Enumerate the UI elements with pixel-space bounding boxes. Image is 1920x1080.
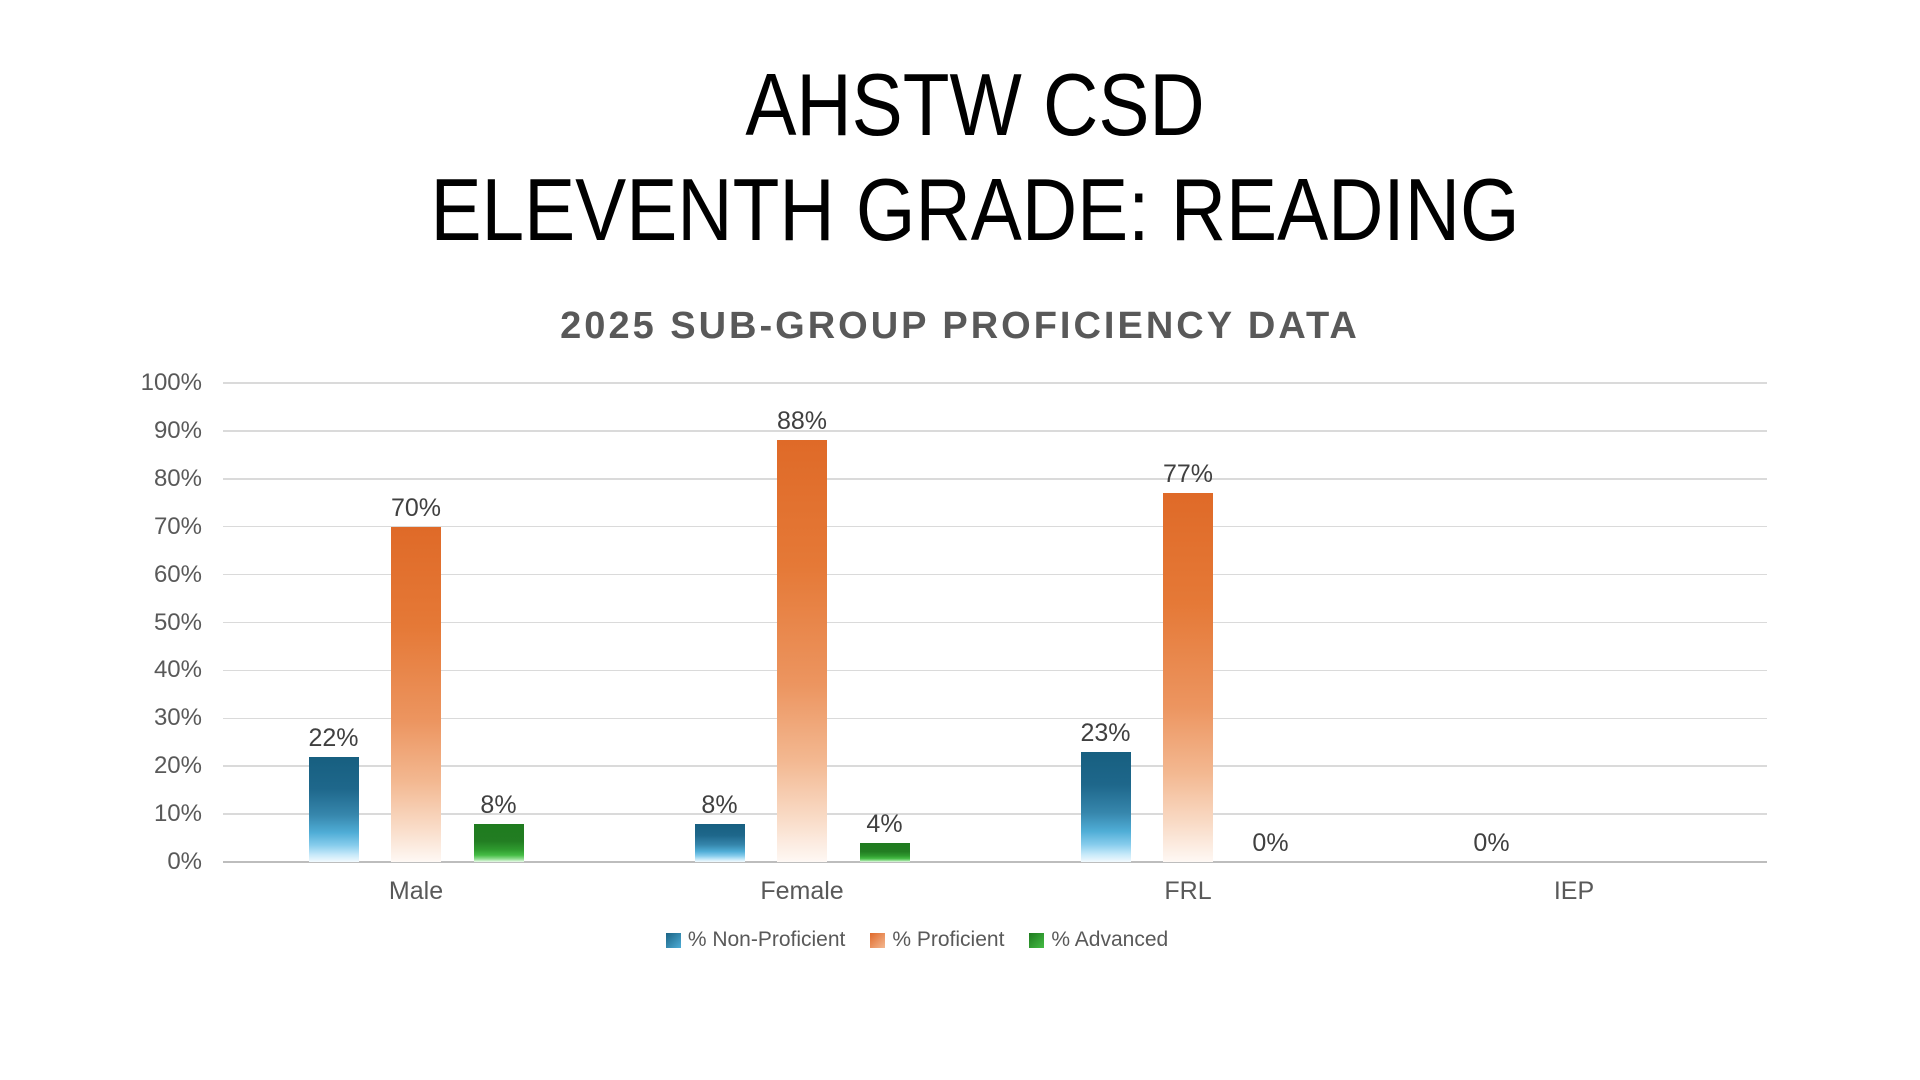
y-axis-tick-label: 70% <box>153 512 202 540</box>
y-axis-tick-label: 0% <box>167 848 202 875</box>
x-axis-line <box>223 861 1767 863</box>
y-axis-tick-label: 10% <box>153 800 202 828</box>
bar-frl-proficient <box>1163 493 1213 862</box>
gridline <box>223 621 1767 624</box>
slide-title-line-2: ELEVENTH GRADE: READING <box>430 160 1520 259</box>
chart-title: 2025 SUB-GROUP PROFICIENCY DATA <box>560 305 1360 347</box>
gridline <box>223 573 1767 576</box>
value-label-female-advanced: 4% <box>866 809 903 838</box>
gridline <box>223 717 1767 720</box>
bar-frl-non-proficient <box>1080 751 1131 862</box>
gridline <box>223 382 1767 384</box>
legend-swatch-advanced <box>1029 932 1045 948</box>
bar-female-proficient <box>777 440 827 862</box>
bar-male-proficient <box>391 526 441 862</box>
legend-item-advanced: % Advanced <box>1029 926 1168 954</box>
y-axis-tick-label: 40% <box>153 656 202 684</box>
y-axis-tick-label: 60% <box>153 560 202 588</box>
bar-female-non-proficient <box>694 823 745 862</box>
value-label-male-advanced: 8% <box>480 790 517 819</box>
gridline <box>223 669 1767 672</box>
y-axis-tick-label: 90% <box>153 416 202 444</box>
chart-legend: % Non-Proficient % Proficient % Advanced <box>0 926 1834 954</box>
y-axis-tick-label: 30% <box>153 704 202 732</box>
legend-swatch-proficient <box>870 932 886 948</box>
slide-title-line-1: AHSTW CSD <box>745 55 1205 154</box>
legend-item-non-proficient: % Non-Proficient <box>665 926 846 954</box>
value-label-frl-proficient: 77% <box>1162 460 1214 489</box>
bar-female-advanced <box>859 842 910 862</box>
category-label-male: Male <box>388 877 444 905</box>
gridline <box>223 765 1767 767</box>
slide-title: AHSTW CSD ELEVENTH GRADE: READING <box>140 52 1810 262</box>
gridline <box>223 430 1767 432</box>
value-label-female-proficient: 88% <box>776 407 828 436</box>
value-label-male-proficient: 70% <box>390 493 442 522</box>
gridline <box>223 478 1767 480</box>
y-axis-tick-label: 80% <box>153 464 202 492</box>
value-label-frl-advanced: 0% <box>1252 829 1289 857</box>
y-axis-tick-label: 50% <box>153 608 202 636</box>
legend-item-proficient: % Proficient <box>870 926 1004 954</box>
category-label-frl: FRL <box>1164 877 1212 905</box>
category-label-female: Female <box>760 877 844 905</box>
gridline <box>223 525 1767 528</box>
value-label-iep-non-proficient: 0% <box>1473 829 1510 857</box>
legend-label-advanced: % Advanced <box>1051 928 1169 951</box>
category-label-iep: IEP <box>1553 877 1595 905</box>
legend-label-non-proficient: % Non-Proficient <box>687 928 846 951</box>
bar-male-non-proficient <box>308 756 359 862</box>
legend-label-proficient: % Proficient <box>892 928 1005 951</box>
bar-male-advanced <box>473 823 524 862</box>
value-label-female-non-proficient: 8% <box>701 790 738 819</box>
y-axis-tick-label: 20% <box>153 752 202 780</box>
legend-swatch-non-proficient <box>665 932 681 948</box>
value-label-frl-non-proficient: 23% <box>1080 718 1131 747</box>
y-axis-tick-label: 100% <box>140 369 202 396</box>
bar-chart-plot-area: 100% 90% 80% 70% 60% 50% 40% 30% 20% 10% 0% 22% 70% 8… <box>141 369 1767 905</box>
gridline <box>223 813 1767 815</box>
value-label-male-non-proficient: 22% <box>308 723 359 752</box>
